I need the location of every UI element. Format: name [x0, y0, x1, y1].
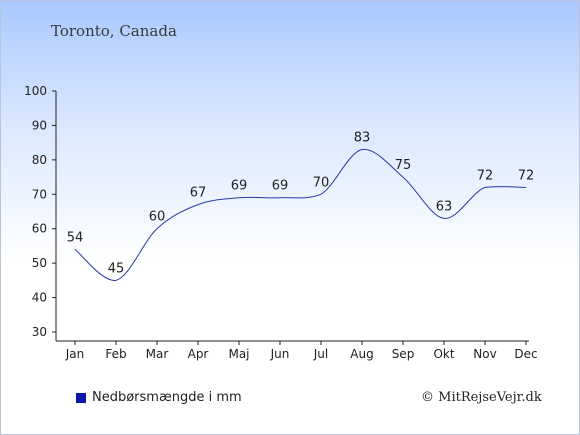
legend-label: Nedbørsmængde i mm [92, 390, 242, 405]
data-labels: 54 45 60 67 69 69 70 83 75 63 72 72 [67, 131, 535, 277]
tick-labels: 30 40 50 60 70 80 90 100 Jan Feb Mar Apr Maj Jun Jul Au… [24, 84, 538, 361]
legend-swatch [76, 392, 86, 403]
x-tick-label: Jun [270, 347, 290, 361]
data-label: 72 [477, 168, 494, 183]
x-tick-label: Nov [473, 347, 496, 361]
data-label: 70 [313, 175, 330, 190]
x-tick-label: Jan [65, 347, 85, 361]
data-label: 60 [149, 210, 166, 225]
axes [52, 90, 529, 345]
y-tick-label: 90 [32, 118, 47, 132]
credit-text: © MitRejseVejr.dk [421, 390, 542, 405]
x-tick-label: Sep [392, 347, 415, 361]
data-label: 83 [354, 131, 371, 146]
y-tick-label: 40 [32, 291, 47, 305]
x-tick-label: Mar [146, 347, 169, 361]
x-tick-label: Maj [228, 347, 249, 361]
x-tick-label: Apr [188, 347, 209, 361]
x-tick-label: Dec [514, 347, 537, 361]
y-tick-label: 80 [32, 153, 47, 167]
y-tick-label: 70 [32, 187, 47, 201]
data-label: 75 [395, 158, 412, 173]
y-tick-label: 30 [32, 325, 47, 339]
data-label: 54 [67, 230, 84, 245]
y-tick-label: 50 [32, 256, 47, 270]
data-label: 69 [231, 179, 248, 194]
series-line [74, 149, 527, 281]
y-tick-label: 100 [24, 84, 47, 98]
legend: Nedbørsmængde i mm [76, 390, 242, 405]
data-label: 67 [190, 186, 207, 201]
data-label: 63 [436, 199, 453, 214]
x-tick-label: Jul [313, 347, 328, 361]
y-tick-label: 60 [32, 222, 47, 236]
chart-title: Toronto, Canada [51, 22, 177, 40]
data-label: 69 [272, 179, 289, 194]
x-tick-label: Okt [433, 347, 454, 361]
x-tick-label: Aug [350, 347, 373, 361]
data-label: 45 [108, 261, 125, 276]
x-tick-label: Feb [105, 347, 126, 361]
data-label: 72 [518, 168, 535, 183]
